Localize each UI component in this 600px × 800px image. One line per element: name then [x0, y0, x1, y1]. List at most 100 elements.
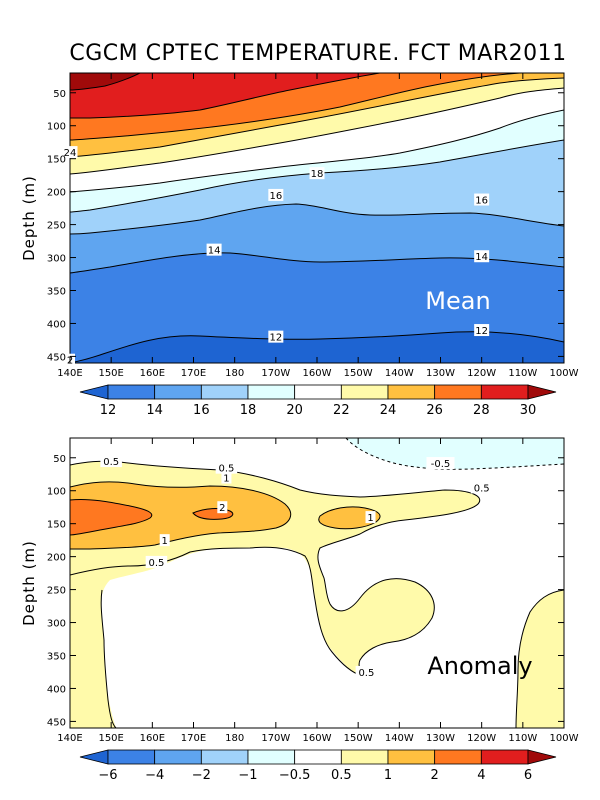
- anom-colorbar-swatch: [247, 749, 296, 765]
- anom-ytick-label: 300: [47, 619, 66, 630]
- anom-colorbar-label: −1: [238, 768, 257, 783]
- mean-contour-22: [70, 87, 564, 175]
- anom-xtick-label: 140E: [57, 733, 82, 744]
- mean-contour-label-bg: [268, 330, 284, 343]
- mean-ytick-label: 200: [47, 188, 66, 199]
- anom-ytick-label: 400: [47, 684, 66, 695]
- anom-xtick-label: 120W: [467, 733, 496, 744]
- mean-xtick-label: 110W: [508, 368, 537, 379]
- anom-colorbar-swatch: [200, 749, 249, 765]
- anom-contour-label-bg: [470, 481, 493, 494]
- mean-xtick-label: 150E: [98, 368, 123, 379]
- mean-ytick-label: 50: [53, 89, 66, 100]
- anom-colorbar-swatch: [294, 749, 342, 765]
- mean-xtick-label: 150W: [344, 368, 373, 379]
- mean-colorbar-label: 24: [380, 403, 397, 418]
- mean-y-axis: 50 100 150 200 250 300 350 400 450: [47, 89, 564, 363]
- anom-contour-05: [70, 460, 481, 674]
- anom-ytick-label: 350: [47, 652, 66, 663]
- anom-contour-05-right: [515, 589, 564, 728]
- mean-x-axis: 140E 150E 160E 170E 180 170W 160W 150W 140W 130W 1…: [57, 73, 579, 379]
- anom-contour-label-bg: [100, 455, 122, 468]
- anom-colorbar-label: 0.5: [331, 768, 352, 783]
- anom-contour-label-bg: [217, 501, 228, 514]
- anom-colorbar-label: 2: [431, 768, 439, 783]
- mean-ytick-label: 100: [47, 122, 66, 133]
- anom-contour-05-bottom: [100, 589, 117, 728]
- mean-colorbar-swatch: [387, 384, 436, 400]
- anom-colorbar-label: 4: [477, 768, 485, 783]
- anom-contour-label-bg: [355, 665, 378, 678]
- mean-colorbar-swatch: [340, 384, 389, 400]
- mean-contour-30: [70, 73, 141, 91]
- anom-region-05-right: [516, 590, 564, 728]
- mean-colorbar-high-triangle: [527, 384, 557, 400]
- mean-xtick-label: 100W: [550, 368, 579, 379]
- anom-contour-label: 1: [161, 536, 167, 547]
- anom-colorbar: −6 −4 −2 −1 −0.5 0.5 1 2 4 6: [79, 749, 557, 783]
- mean-xtick-label: 160E: [140, 368, 165, 379]
- mean-contour-label-bg: [62, 146, 78, 159]
- mean-contour-label: 14: [475, 252, 488, 263]
- anom-region-2a: [70, 499, 152, 535]
- anom-xtick-label: 140W: [385, 733, 414, 744]
- mean-contour-label: 14: [208, 246, 221, 257]
- mean-colorbar-swatch: [434, 384, 482, 400]
- anom-contour-label: 0.5: [148, 558, 164, 569]
- mean-colorbar-swatch: [294, 384, 342, 400]
- anom-colorbar-label: −0.5: [279, 768, 311, 783]
- mean-colorbar-label: 26: [426, 403, 443, 418]
- anom-xtick-label: 150E: [98, 733, 123, 744]
- anom-region-neg05: [346, 438, 564, 470]
- anom-colorbar-swatch: [340, 749, 389, 765]
- mean-panel: 24181616141412122 5010015020025030035040…: [20, 72, 579, 418]
- mean-xtick-label: 170W: [261, 368, 290, 379]
- mean-contour-label: 18: [311, 169, 324, 180]
- mean-xtick-label: 140W: [385, 368, 414, 379]
- mean-xtick-label: 120W: [467, 368, 496, 379]
- anom-panel-label: Anomaly: [427, 652, 532, 680]
- anom-region-1b: [318, 506, 381, 529]
- anom-y-axis-label: Depth (m): [20, 540, 38, 626]
- mean-band-28-30: [70, 73, 380, 118]
- mean-colorbar-label: 22: [333, 403, 350, 418]
- anom-colorbar-high-triangle: [527, 749, 557, 765]
- mean-contour-24: [70, 77, 564, 158]
- mean-xtick-label: 180: [225, 368, 244, 379]
- anom-contour-2b: [192, 508, 234, 520]
- mean-y-axis-label: Depth (m): [20, 175, 38, 261]
- mean-xtick-label: 170E: [181, 368, 206, 379]
- anom-colorbar-label: −4: [145, 768, 164, 783]
- mean-colorbar-label: 28: [473, 403, 490, 418]
- mean-contour-label: 12: [269, 333, 282, 344]
- anom-contour-label-bg: [426, 457, 455, 470]
- anom-xtick-label: 170E: [181, 733, 206, 744]
- mean-colorbar-label: 20: [286, 403, 303, 418]
- mean-ytick-label: 400: [47, 319, 66, 330]
- anom-contour-label: 0.5: [218, 464, 234, 475]
- mean-colorbar-swatch: [200, 384, 249, 400]
- anom-colorbar-label: 1: [384, 768, 392, 783]
- anom-contour-label: 1: [223, 474, 229, 485]
- anom-colorbar-swatch: [480, 749, 529, 765]
- anom-colorbar-swatch: [434, 749, 482, 765]
- mean-colorbar-label: 18: [240, 403, 257, 418]
- anom-contour-2a: [70, 499, 153, 536]
- mean-colorbar-swatch: [480, 384, 529, 400]
- anom-contour-label-bg: [145, 555, 168, 568]
- mean-colorbar: 12 14 16 18 20 22 24 26 28 30: [79, 384, 557, 418]
- anom-xtick-label: 150W: [344, 733, 373, 744]
- mean-contour-14: [70, 252, 564, 274]
- mean-contour-label-bg: [309, 167, 325, 180]
- anom-ytick-label: 250: [47, 586, 66, 597]
- anom-contour-label: 0.5: [358, 668, 374, 679]
- mean-ytick-label: 250: [47, 221, 66, 232]
- mean-xtick-label: 140E: [57, 368, 82, 379]
- anom-y-axis: 50 100 150 200 250 300 350 400 450: [47, 454, 564, 728]
- mean-contour-label-bg: [206, 243, 222, 256]
- anom-region-1: [70, 481, 291, 549]
- anom-colorbar-low-triangle: [79, 749, 109, 765]
- mean-contour-label: 16: [475, 196, 488, 207]
